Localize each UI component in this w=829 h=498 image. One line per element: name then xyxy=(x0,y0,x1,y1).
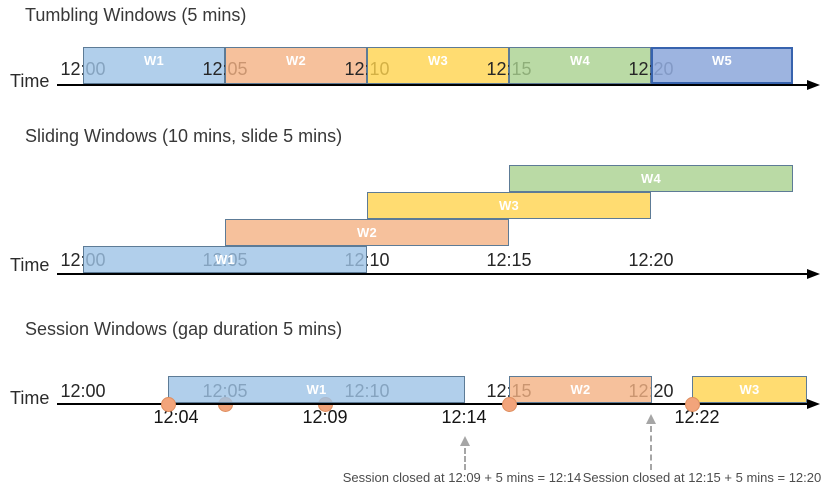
tumbling-window-W1: W1 xyxy=(83,47,225,84)
tumbling-window-label-W3: W3 xyxy=(427,53,449,68)
sliding-window-label-W4: W4 xyxy=(640,171,662,186)
tumbling-window-W5: W5 xyxy=(651,47,793,84)
sliding-window-label-W3: W3 xyxy=(498,198,520,213)
tumbling-section-title: Tumbling Windows (5 mins) xyxy=(25,5,247,25)
sliding-time-axis-label: Time xyxy=(10,255,50,275)
tumbling-window-label-W5: W5 xyxy=(711,53,733,68)
session-closure-annotation-2: Session closed at 12:15 + 5 mins = 12:20 xyxy=(582,470,822,485)
tumbling-window-W4: W4 xyxy=(509,47,651,84)
sliding-window-W2: W2 xyxy=(225,219,509,246)
sliding-window-label-W1: W1 xyxy=(214,252,236,267)
session-window-W3: W3 xyxy=(692,376,807,403)
sliding-window-W3: W3 xyxy=(367,192,651,219)
session-section-title: Session Windows (gap duration 5 mins) xyxy=(25,319,343,339)
sliding-time-axis-arrowhead-icon xyxy=(807,269,820,279)
tumbling-window-W2: W2 xyxy=(225,47,367,84)
tumbling-window-label-W4: W4 xyxy=(569,53,591,68)
tumbling-time-axis xyxy=(57,84,809,86)
sliding-section-title: Sliding Windows (10 mins, slide 5 mins) xyxy=(25,126,343,146)
session-time-axis xyxy=(57,403,809,405)
session-event-time-12:14: 12:14 xyxy=(441,407,487,427)
tumbling-time-axis-label: Time xyxy=(10,71,50,91)
sliding-tick-12:15: 12:15 xyxy=(486,250,532,270)
session-window-label-W3: W3 xyxy=(739,382,760,397)
session-time-axis-label: Time xyxy=(10,388,50,408)
session-event-dot-1 xyxy=(161,397,176,412)
session-closure-arrow-line-1 xyxy=(464,448,466,470)
session-tick-12:00: 12:00 xyxy=(60,381,106,401)
sliding-window-W4: W4 xyxy=(509,165,793,192)
session-event-dot-5 xyxy=(685,397,700,412)
session-closure-arrow-line-2 xyxy=(650,426,652,470)
session-event-time-12:04: 12:04 xyxy=(153,407,199,427)
session-event-time-12:22: 12:22 xyxy=(674,407,720,427)
session-window-W2: W2 xyxy=(509,376,652,403)
sliding-window-W1: W1 xyxy=(83,246,367,273)
sliding-window-label-W2: W2 xyxy=(356,225,378,240)
session-time-axis-arrowhead-icon xyxy=(807,399,820,409)
session-event-time-12:09: 12:09 xyxy=(302,407,348,427)
tumbling-time-axis-arrowhead-icon xyxy=(807,80,820,90)
session-window-W1: W1 xyxy=(168,376,465,403)
tumbling-window-W3: W3 xyxy=(367,47,509,84)
session-window-label-W2: W2 xyxy=(570,382,591,397)
tumbling-window-label-W1: W1 xyxy=(143,53,165,68)
session-closure-arrow-up-icon-1 xyxy=(460,436,470,446)
session-closure-annotation-1: Session closed at 12:09 + 5 mins = 12:14 xyxy=(342,470,582,485)
session-window-label-W1: W1 xyxy=(306,382,327,397)
session-event-dot-4 xyxy=(502,397,517,412)
tumbling-window-label-W2: W2 xyxy=(285,53,307,68)
sliding-time-axis xyxy=(57,273,809,275)
session-closure-arrow-up-icon-2 xyxy=(646,414,656,424)
sliding-tick-12:20: 12:20 xyxy=(628,250,674,270)
